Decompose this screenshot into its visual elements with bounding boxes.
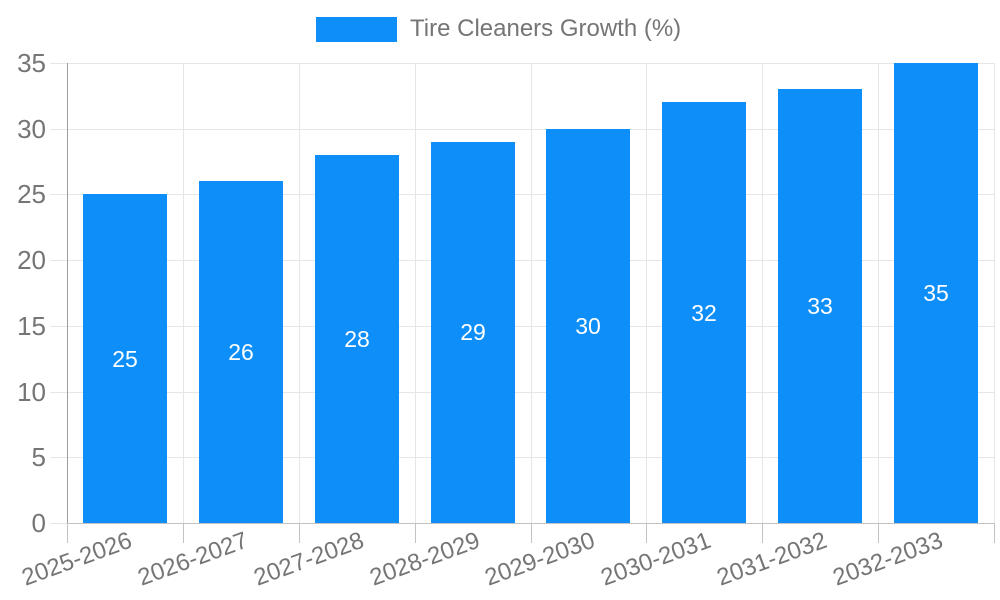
y-axis-tick-label: 35 (17, 48, 46, 78)
bar[interactable] (199, 181, 283, 523)
h-gridline (67, 194, 994, 195)
x-axis-baseline (67, 523, 994, 524)
h-gridline (67, 392, 994, 393)
bar[interactable] (83, 194, 167, 523)
x-axis-tick (183, 523, 184, 543)
v-gridline (646, 63, 647, 523)
h-gridline (67, 326, 994, 327)
bar-value-label: 33 (807, 293, 833, 319)
y-axis-tick (50, 194, 67, 195)
v-gridline (762, 63, 763, 523)
h-gridline (67, 63, 994, 64)
bar[interactable] (431, 142, 515, 523)
legend-swatch (316, 16, 397, 42)
y-axis-tick-label: 25 (17, 179, 46, 209)
y-axis-tick (50, 260, 67, 261)
x-axis-tick (415, 523, 416, 543)
y-axis-tick (50, 457, 67, 458)
bar-value-label: 25 (112, 346, 138, 372)
v-gridline (299, 63, 300, 523)
y-axis-tick-label: 15 (17, 311, 46, 341)
y-axis-tick (50, 523, 67, 524)
bar[interactable] (778, 89, 862, 523)
v-gridline (878, 63, 879, 523)
bar[interactable] (662, 102, 746, 523)
bar-value-label: 30 (575, 313, 601, 339)
bar-value-label: 29 (460, 319, 486, 345)
y-axis-line (67, 63, 68, 523)
v-gridline (994, 63, 995, 523)
h-gridline (67, 129, 994, 130)
legend-label: Tire Cleaners Growth (%) (410, 15, 682, 42)
x-axis-tick (67, 523, 68, 543)
bar[interactable] (894, 63, 978, 523)
x-axis-tick (994, 523, 995, 543)
y-axis-tick-label: 20 (17, 245, 46, 275)
v-gridline (531, 63, 532, 523)
x-axis-tick (531, 523, 532, 543)
y-axis-tick-label: 10 (17, 377, 46, 407)
legend: Tire Cleaners Growth (%) (316, 15, 681, 43)
bar[interactable] (315, 155, 399, 523)
bar[interactable] (546, 129, 630, 523)
y-axis-tick (50, 326, 67, 327)
y-axis-tick (50, 63, 67, 64)
v-gridline (183, 63, 184, 523)
h-gridline (67, 260, 994, 261)
bar-value-label: 26 (228, 339, 254, 365)
x-axis-tick (299, 523, 300, 543)
y-axis-tick (50, 129, 67, 130)
y-axis-tick (50, 392, 67, 393)
y-axis-tick-label: 5 (31, 442, 46, 472)
x-axis-tick (762, 523, 763, 543)
bar-value-label: 28 (344, 326, 370, 352)
x-axis-tick (646, 523, 647, 543)
bar-value-label: 35 (923, 280, 949, 306)
v-gridline (415, 63, 416, 523)
y-axis-tick-label: 0 (31, 508, 46, 538)
bar-value-label: 32 (691, 300, 717, 326)
h-gridline (67, 457, 994, 458)
y-axis-tick-label: 30 (17, 114, 46, 144)
x-axis-tick (878, 523, 879, 543)
